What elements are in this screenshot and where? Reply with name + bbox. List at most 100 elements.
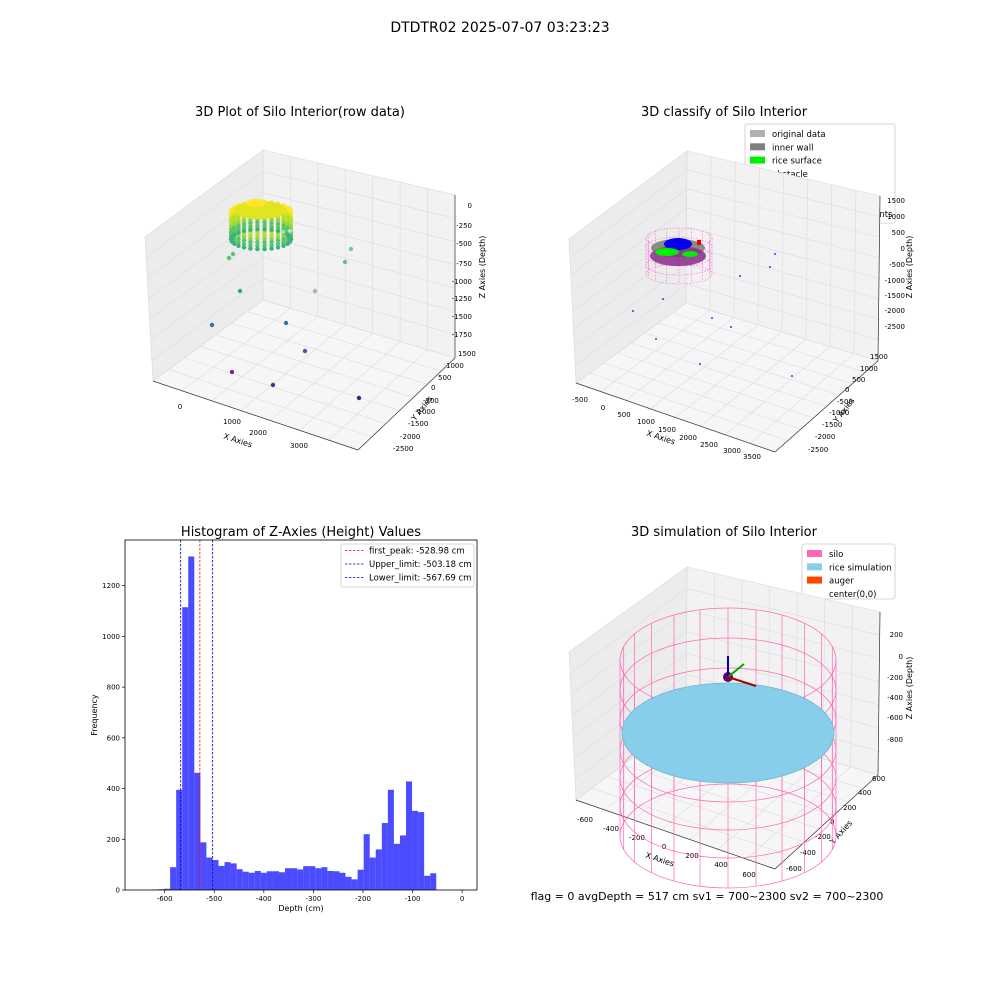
raw-cloud-point: [275, 218, 281, 223]
raw-grid-line: [328, 349, 428, 441]
raw-cloud-point: [248, 246, 253, 251]
simulation-grid-line: [717, 758, 824, 850]
simulation-z-tick-label: -400: [887, 694, 903, 702]
simulation-x-tick-label: 0: [662, 843, 666, 851]
raw-scatter-point: [342, 259, 348, 265]
simulation-z-tick-label: -800: [887, 736, 903, 744]
classify-grid-line: [725, 346, 831, 435]
classify-noise-point: [769, 266, 771, 268]
histogram-bar: [206, 857, 213, 890]
simulation-z-axis-line: [877, 611, 881, 776]
histogram-bar: [399, 835, 407, 890]
histogram-bar: [254, 870, 261, 890]
raw-x-axis-line: [152, 380, 359, 451]
classify-noise-point: [655, 338, 657, 340]
raw-z-tick-label: -250: [456, 222, 472, 230]
raw-cloud-point: [281, 236, 286, 242]
classify-x-tick-label: 0: [601, 404, 605, 412]
simulation-grid-line: [607, 776, 805, 843]
raw-z-tick-label: -1250: [452, 295, 472, 303]
classify-x-tick-label: 1500: [658, 426, 676, 434]
raw-cloud-point: [241, 235, 247, 240]
raw-y-tick-label: 1500: [458, 350, 476, 358]
figure-suptitle: DTDTR02 2025-07-07 03:23:23: [390, 20, 609, 36]
raw-cloud-point: [269, 220, 274, 226]
simulation-y-tick-label: 200: [843, 804, 856, 812]
raw-z-tick-label: -750: [456, 260, 472, 268]
raw-grid-line: [215, 334, 414, 398]
simulation-z-tick-label: -600: [887, 714, 903, 722]
histogram-bar: [188, 556, 195, 890]
histogram-x-tick-label: -200: [355, 895, 371, 903]
raw-grid-line: [200, 346, 400, 411]
raw-cloud-point: [255, 243, 260, 248]
simulation-y-tick-label: 600: [872, 775, 885, 783]
raw-cloud-point: [269, 232, 274, 238]
classify-x-axis-line: [575, 382, 776, 453]
histogram-bar: [224, 862, 231, 890]
histogram-bar: [176, 789, 183, 890]
raw-grid-line: [182, 308, 291, 392]
classify-z-tick-label: -2000: [885, 307, 905, 315]
raw-z-tick-label: -1500: [452, 313, 472, 321]
raw-x-tick-label: 3000: [290, 442, 308, 450]
raw-scatter-point: [283, 320, 289, 326]
classify-noise-point: [791, 375, 793, 377]
histogram-bar: [272, 871, 279, 890]
raw-cloud-point: [285, 241, 290, 246]
classify-grid-line: [658, 322, 853, 385]
histogram-bar: [260, 872, 267, 890]
histogram-bar: [242, 871, 249, 890]
raw-scatter-point: [312, 288, 318, 294]
histogram-bar: [418, 812, 425, 890]
raw-grid-line: [151, 278, 456, 361]
classify-z-tick-label: 1500: [887, 197, 905, 205]
simulation-grid-line: [746, 766, 851, 860]
histogram-bar: [333, 871, 340, 890]
histogram-bar: [297, 869, 304, 890]
raw-y-tick-label: -1000: [415, 408, 435, 416]
histogram-x-tick-label: -500: [206, 895, 222, 903]
simulation-y-tick-label: -400: [800, 849, 816, 857]
histogram-y-tick-label: 200: [107, 836, 120, 844]
classify-x-tick-label: 1000: [637, 418, 655, 426]
histogram-y-tick-label: 600: [107, 734, 120, 742]
histogram-bar: [369, 857, 376, 890]
classify-rice-surface: [655, 248, 679, 256]
simulation-grid-line: [571, 631, 881, 716]
simulation-legend-swatch: [807, 550, 822, 557]
histogram-bar: [381, 823, 388, 890]
histogram-legend-entry: Upper_limit: -503.18 cm: [369, 560, 472, 570]
histogram-bar: [194, 772, 201, 890]
classify-legend-swatch: [750, 143, 765, 151]
raw-cloud-point: [236, 236, 241, 242]
simulation-y-arrow: [727, 663, 745, 678]
raw-z-axis-label: Z Axies (Depth): [478, 236, 487, 299]
raw-point-cloud: [209, 199, 362, 401]
classify-z-axis-label: Z Axies (Depth): [905, 236, 914, 299]
histogram-bar: [291, 868, 298, 890]
simulation-x-tick-label: -200: [629, 834, 645, 842]
classify-noise-point: [662, 298, 664, 300]
raw-grid-line: [211, 316, 319, 401]
classify-noise-point: [739, 275, 741, 277]
simulation-y-axis-line: [774, 774, 879, 870]
raw-cloud-point: [262, 223, 267, 229]
classify-grid-line: [630, 342, 827, 407]
classify-noise-cluster: [664, 238, 692, 250]
simulation-grid-line: [850, 605, 853, 767]
histogram-bar: [357, 869, 364, 890]
raw-cloud-point: [236, 227, 241, 232]
classify-z-tick-label: -500: [889, 261, 905, 269]
classify-y-tick-label: -1500: [822, 421, 842, 429]
simulation-x-tick-label: 600: [742, 871, 755, 879]
raw-grid-line: [168, 369, 372, 438]
raw-cloud-point: [236, 223, 241, 228]
simulation-panel-title: 3D simulation of Silo Interior: [631, 525, 818, 540]
simulation-legend-swatch: [807, 589, 822, 597]
raw-scatter-point: [348, 246, 354, 252]
classify-x-tick-label: 2500: [700, 441, 718, 449]
simulation-z-axis-label: Z Axies (Depth): [905, 657, 914, 720]
histogram-x-axis-label: Depth (cm): [278, 904, 323, 913]
